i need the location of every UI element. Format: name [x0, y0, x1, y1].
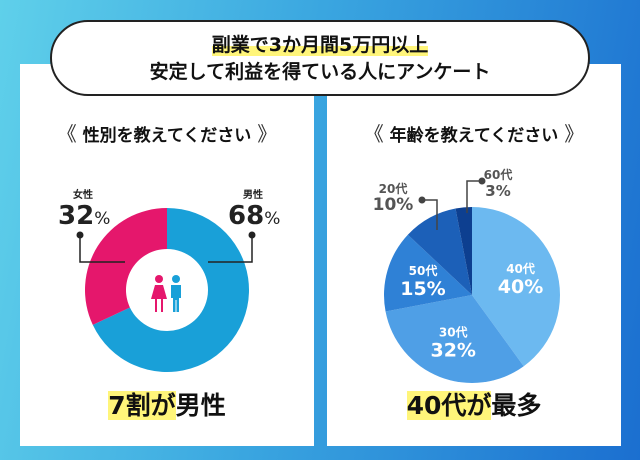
title-line2: 安定して利益を得ている人にアンケート: [149, 61, 491, 83]
male-leader-dot: [248, 231, 256, 239]
male-icon-head: [172, 275, 180, 283]
gender-conclusion: 7割が男性: [108, 391, 226, 420]
donut-slice-female: [84, 208, 167, 325]
male-leader-line: [208, 235, 253, 263]
gender-question: 《 性別を教えてください 》: [56, 122, 278, 146]
leader-60s-dot: [478, 177, 486, 185]
female-label: 女性 32%: [58, 190, 111, 231]
female-icon-head: [155, 275, 163, 283]
gender-panel: [20, 64, 314, 446]
pie-slice-20代: [407, 208, 472, 295]
male-label: 男性 68%: [228, 190, 281, 231]
label-20s: 20代 10%: [372, 182, 414, 215]
pie-label-value: 40%: [498, 276, 543, 298]
title-line1: 副業で3か月間5万円以上: [211, 34, 429, 56]
pie-label-value: 32%: [430, 339, 475, 361]
pie-slice-30代: [385, 295, 524, 383]
female-leader-line: [79, 235, 125, 263]
age-question: 《 年齢を教えてください 》: [363, 122, 585, 146]
pie-label-value: 15%: [400, 278, 445, 300]
female-icon: [151, 285, 167, 312]
label-60s: 60代 3%: [483, 168, 513, 200]
male-icon: [171, 285, 181, 312]
female-leader-dot: [76, 231, 84, 239]
pie-slice-40代: [472, 207, 560, 367]
leader-20s-dot: [418, 196, 426, 204]
pie-label-category: 30代: [439, 324, 468, 339]
leader-60s-line: [466, 180, 482, 213]
leader-20s-line: [422, 199, 438, 230]
pie-label-category: 40代: [506, 261, 535, 276]
pie-label-category: 50代: [409, 263, 438, 278]
age-conclusion: 40代が最多: [406, 391, 542, 420]
pie-slice-50代: [384, 234, 472, 312]
donut-slice-male: [92, 208, 249, 372]
pie-slice-60代: [455, 207, 472, 295]
survey-title: 副業で3か月間5万円以上 安定して利益を得ている人にアンケート: [50, 20, 590, 96]
